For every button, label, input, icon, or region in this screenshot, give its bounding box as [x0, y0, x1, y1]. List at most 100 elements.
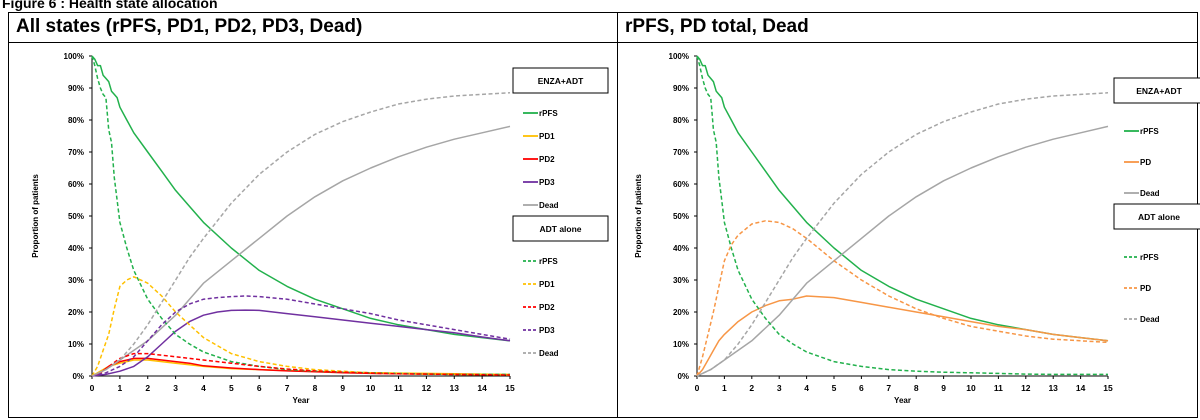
x-tick-label: 4	[804, 383, 809, 393]
x-tick-label: 13	[450, 383, 460, 393]
x-tick-label: 5	[229, 383, 234, 393]
x-tick-label: 6	[859, 383, 864, 393]
legend-header-box-enza-adt	[1113, 77, 1200, 104]
y-tick-label: 40%	[673, 244, 689, 253]
x-tick-label: 13	[1048, 383, 1058, 393]
figure-caption: Figure 6 : Health state allocation	[2, 0, 218, 11]
y-tick-label: 30%	[68, 276, 84, 285]
legend-header-enza-adt: ENZA+ADT	[1136, 86, 1182, 96]
x-tick-label: 8	[914, 383, 919, 393]
legend-label-rpfs-enza-adt: rPFS	[1140, 127, 1159, 136]
x-tick-label: 9	[941, 383, 946, 393]
panel-title-all-states: All states (rPFS, PD1, PD2, PD3, Dead)	[16, 16, 363, 37]
legend-header-box-adt-alone	[512, 215, 609, 242]
x-tick-label: 8	[313, 383, 318, 393]
legend-label-rpfs-adt-alone: rPFS	[539, 257, 558, 266]
y-tick-label: 20%	[673, 308, 689, 317]
legend-label-pd1-adt-alone: PD1	[539, 280, 555, 289]
series-line-rpfs-adt-alone	[696, 55, 1108, 376]
x-tick-label: 0	[695, 383, 700, 393]
x-tick-label: 10	[966, 383, 976, 393]
legend-header-adt-alone: ADT alone	[539, 224, 581, 234]
legend-label-pd2-enza-adt: PD2	[539, 155, 555, 164]
y-tick-label: 90%	[673, 84, 689, 93]
title-divider	[8, 42, 1198, 43]
legend-header-box-adt-alone	[1113, 203, 1200, 230]
series-line-rpfs-enza-adt	[91, 55, 511, 342]
panel-title-pd-total: rPFS, PD total, Dead	[625, 16, 809, 37]
series-line-pd3-enza-adt	[91, 309, 511, 377]
x-tick-label: 3	[173, 383, 178, 393]
series-line-rpfs-enza-adt	[696, 55, 1109, 342]
legend-label-dead-enza-adt: Dead	[1140, 189, 1160, 198]
x-tick-label: 1	[722, 383, 727, 393]
x-tick-label: 5	[832, 383, 837, 393]
legend-label-rpfs-adt-alone: rPFS	[1140, 253, 1159, 262]
y-axis-title: Proportion of patients	[31, 174, 40, 258]
legend-label-pd-enza-adt: PD	[1140, 158, 1151, 167]
y-tick-label: 10%	[68, 340, 84, 349]
y-tick-label: 70%	[68, 148, 84, 157]
y-tick-label: 40%	[68, 244, 84, 253]
y-tick-label: 100%	[64, 52, 84, 61]
x-tick-label: 14	[477, 383, 487, 393]
y-tick-label: 50%	[673, 212, 689, 221]
x-tick-label: 9	[340, 383, 345, 393]
y-tick-label: 60%	[673, 180, 689, 189]
y-tick-label: 80%	[673, 116, 689, 125]
y-tick-label: 70%	[673, 148, 689, 157]
series-line-pd-adt-alone	[696, 220, 1109, 377]
x-tick-label: 6	[257, 383, 262, 393]
y-tick-label: 0%	[72, 372, 84, 381]
legend-label-pd-adt-alone: PD	[1140, 284, 1151, 293]
x-tick-label: 11	[394, 383, 403, 393]
x-tick-label: 3	[777, 383, 782, 393]
legend-label-pd3-enza-adt: PD3	[539, 178, 555, 187]
x-tick-label: 12	[422, 383, 432, 393]
x-tick-label: 12	[1021, 383, 1031, 393]
legend-label-pd3-adt-alone: PD3	[539, 326, 555, 335]
y-tick-label: 30%	[673, 276, 689, 285]
x-tick-label: 1	[117, 383, 122, 393]
legend-header-adt-alone: ADT alone	[1138, 212, 1180, 222]
x-tick-label: 0	[90, 383, 95, 393]
y-axis-title: Proportion of patients	[634, 174, 643, 258]
legend-label-dead-adt-alone: Dead	[539, 349, 559, 358]
x-tick-label: 11	[994, 383, 1003, 393]
x-tick-label: 2	[145, 383, 150, 393]
x-tick-label: 14	[1076, 383, 1086, 393]
legend-label-dead-enza-adt: Dead	[539, 201, 559, 210]
panel-divider	[617, 12, 618, 418]
series-line-dead-adt-alone	[696, 92, 1109, 377]
x-tick-label: 4	[201, 383, 206, 393]
series-line-dead-enza-adt	[696, 125, 1109, 377]
x-tick-label: 10	[366, 383, 376, 393]
legend-header-enza-adt: ENZA+ADT	[538, 76, 584, 86]
series-line-pd-enza-adt	[696, 295, 1109, 377]
x-tick-label: 2	[749, 383, 754, 393]
x-tick-label: 15	[505, 383, 515, 393]
y-tick-label: 20%	[68, 308, 84, 317]
series-line-pd2-adt-alone	[91, 352, 511, 377]
y-tick-label: 0%	[677, 372, 689, 381]
y-tick-label: 10%	[673, 340, 689, 349]
legend-label-pd1-enza-adt: PD1	[539, 132, 555, 141]
legend-label-pd2-adt-alone: PD2	[539, 303, 555, 312]
x-tick-label: 7	[285, 383, 290, 393]
y-tick-label: 80%	[68, 116, 84, 125]
x-axis-title: Year	[293, 396, 310, 405]
legend-label-rpfs-enza-adt: rPFS	[539, 109, 558, 118]
x-tick-label: 7	[886, 383, 891, 393]
x-axis-title: Year	[894, 396, 911, 405]
series-line-rpfs-adt-alone	[91, 55, 510, 376]
series-line-pd1-adt-alone	[91, 276, 511, 377]
x-tick-label: 15	[1103, 383, 1113, 393]
legend-header-box-enza-adt	[512, 67, 609, 94]
y-tick-label: 90%	[68, 84, 84, 93]
legend-label-dead-adt-alone: Dead	[1140, 315, 1160, 324]
series-line-dead-enza-adt	[91, 125, 511, 377]
y-tick-label: 60%	[68, 180, 84, 189]
y-tick-label: 50%	[68, 212, 84, 221]
